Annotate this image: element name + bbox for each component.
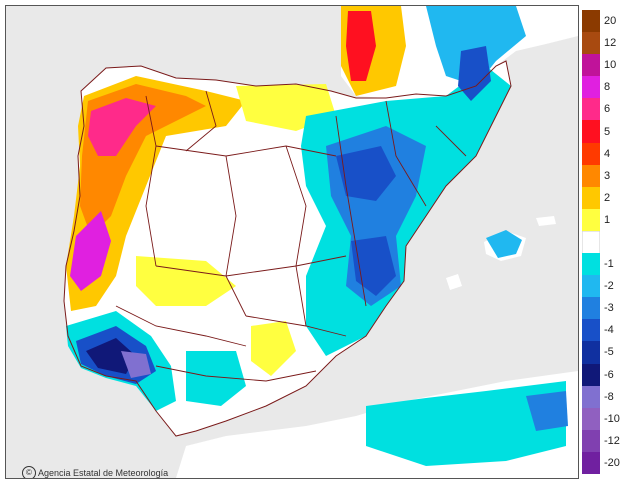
legend-label: 1 [604,213,611,226]
cold-anomaly-africa [366,381,566,466]
ibiza-land [446,274,462,290]
warm-anomaly-portugal-peak [70,211,111,291]
legend-label: -10 [604,412,620,425]
legend-label: 5 [604,125,611,138]
cold-anomaly-south-coast [186,351,246,406]
legend-label: -12 [604,434,620,447]
legend-swatch [582,319,600,342]
legend-label: 8 [604,81,611,94]
menorca-land [536,216,556,226]
legend-label: -1 [604,258,614,271]
cold-anomaly-southwest-core [86,338,136,374]
legend-label: 12 [604,37,617,50]
legend-swatch [582,230,600,254]
legend-swatch [582,54,600,77]
color-legend: 20 12 10 8 6 5 4 3 2 1 -1 -2 -3 -4 -5 -6 -8 -10 -12 -20 [582,8,630,478]
legend-swatch [582,208,600,232]
legend-swatch [582,275,600,298]
legend-label: 6 [604,103,611,116]
warm-anomaly-galicia-peak [88,98,156,156]
legend-label: -5 [604,346,614,359]
legend-swatch [582,164,600,188]
iberia-coastline [63,60,512,437]
cold-anomaly-northeast-core [336,146,396,201]
legend-label: -2 [604,280,614,293]
legend-label: 20 [604,15,617,28]
legend-swatch [582,253,600,276]
anomaly-map: © Agencia Estatal de Meteorología [5,5,579,479]
legend-swatch [582,363,600,387]
legend-swatch [582,120,600,144]
legend-swatch [582,385,600,409]
legend-swatch [582,76,600,99]
legend-swatch [582,10,600,33]
legend-swatch [582,142,600,166]
cold-anomaly-balearic [486,230,522,258]
agency-attribution: Agencia Estatal de Meteorología [38,468,169,478]
legend-swatch [582,32,600,55]
legend-label: -8 [604,390,614,403]
legend-swatch [582,451,600,475]
cold-anomaly-france-core [458,46,491,101]
warm-anomaly-pyrenees-core [346,11,376,81]
legend-label: -20 [604,456,620,469]
cold-anomaly-france [426,6,526,86]
legend-label: 3 [604,169,611,182]
legend-label: -6 [604,368,614,381]
warm-anomaly-center [136,256,236,306]
legend-label: 2 [604,191,611,204]
aemet-logo-icon: © [22,466,36,478]
legend-label: 4 [604,147,611,160]
regional-borders [115,90,467,382]
legend-label: -4 [604,324,614,337]
legend-swatch [582,407,600,431]
cold-anomaly-southwest-peak [121,351,151,378]
legend-label: -3 [604,302,614,315]
cold-anomaly-africa-core [526,391,568,431]
legend-swatch [582,98,600,121]
map-canvas [63,6,578,478]
legend-swatch [582,341,600,365]
warm-anomaly-south [251,321,296,376]
legend-label: 10 [604,59,617,72]
legend-swatch [582,186,600,210]
legend-swatch [582,429,600,453]
legend-swatch [582,297,600,320]
